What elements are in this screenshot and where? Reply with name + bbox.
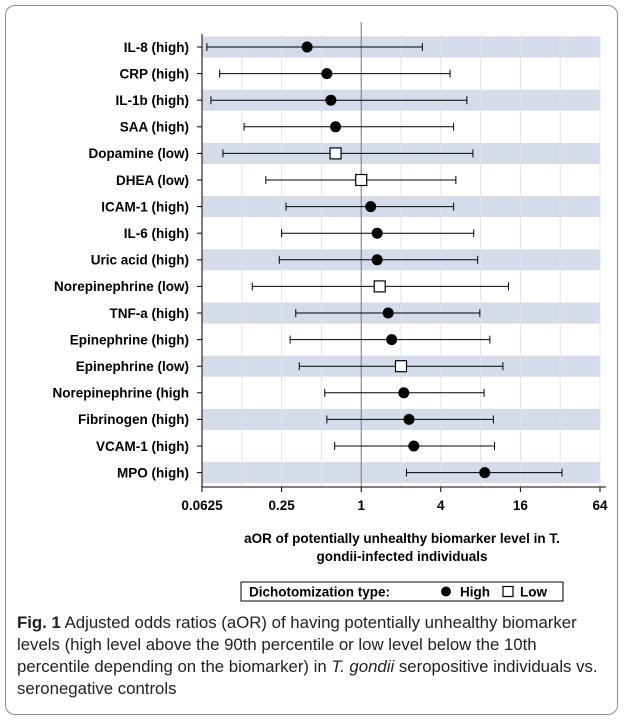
legend-low-marker (502, 585, 514, 598)
row-label: DHEA (low) (116, 173, 189, 188)
point-estimate-high (408, 440, 420, 452)
estimate-markers (301, 41, 491, 479)
forest-plot: IL-8 (high) CRP (high) IL-1b (high) SAA (hi… (53, 22, 608, 602)
x-axis-label-line2: gondii-infected individuals (316, 549, 487, 564)
point-estimate-high (365, 201, 377, 213)
row-label: Epinephrine (low) (76, 359, 189, 374)
x-tick-label: 4 (437, 498, 445, 513)
caption-label: Fig. 1 (17, 613, 61, 632)
legend-high-label: High (460, 585, 490, 600)
x-tick-labels: 0.0625 0.25 1 4 16 64 (181, 498, 608, 513)
row-label: Norepinephrine (low) (54, 279, 189, 294)
figure-caption: Fig. 1 Adjusted odds ratios (aOR) of hav… (17, 612, 613, 700)
point-estimate-high (301, 41, 313, 53)
row-label: Fibrinogen (high) (78, 412, 189, 427)
legend-title: Dichotomization type: (249, 585, 390, 600)
point-estimate-high (325, 94, 337, 106)
row-label: TNF-a (high) (110, 306, 189, 321)
x-axis-label-line1: aOR of potentially unhealthy biomarker l… (244, 531, 560, 546)
row-label: Epinephrine (high) (70, 332, 189, 347)
row-label: IL-8 (high) (124, 40, 189, 55)
caption-text-2: seropositive individuals vs. seronegativ… (17, 657, 598, 698)
row-label: Uric acid (high) (91, 253, 189, 268)
point-estimate-high (330, 121, 342, 133)
row-label: Dopamine (low) (89, 146, 190, 161)
row-label: IL-6 (high) (124, 226, 189, 241)
point-estimate-low (373, 280, 386, 293)
point-estimate-high (403, 413, 415, 425)
caption-italic: T. gondii (331, 657, 395, 676)
point-estimate-high (321, 68, 333, 80)
point-estimate-high (371, 254, 383, 266)
legend: Dichotomization type: High Low (240, 581, 564, 602)
y-ticks (197, 46, 202, 474)
x-tick-label: 0.0625 (181, 498, 223, 513)
row-label: CRP (high) (120, 66, 190, 81)
x-tick-label: 16 (513, 498, 529, 513)
x-ticks (201, 487, 601, 492)
point-estimate-high (371, 227, 383, 239)
point-estimate-high (382, 307, 394, 319)
x-tick-label: 64 (592, 498, 608, 513)
legend-high-marker (441, 586, 451, 597)
row-label: VCAM-1 (high) (96, 439, 189, 454)
row-label: IL-1b (high) (116, 93, 189, 108)
x-tick-label: 1 (357, 498, 365, 513)
row-label: SAA (high) (120, 120, 189, 135)
point-estimate-low (355, 173, 368, 187)
point-estimate-high (479, 467, 491, 479)
row-label: Norepinephrine (high (53, 386, 190, 401)
plot-frame (201, 34, 606, 488)
row-label: MPO (high) (117, 465, 189, 480)
point-estimate-low (329, 147, 342, 160)
legend-low-label: Low (520, 585, 547, 600)
row-label: ICAM-1 (high) (101, 199, 189, 214)
point-estimate-low (394, 360, 408, 373)
point-estimate-high (386, 334, 398, 346)
legend-box (240, 581, 564, 602)
x-tick-label: 0.25 (268, 498, 295, 513)
caption-text-1: Adjusted odds ratios (aOR) of having pot… (17, 613, 577, 676)
point-estimate-high (398, 387, 410, 399)
row-labels: IL-8 (high) CRP (high) IL-1b (high) SAA (hi… (53, 40, 190, 481)
